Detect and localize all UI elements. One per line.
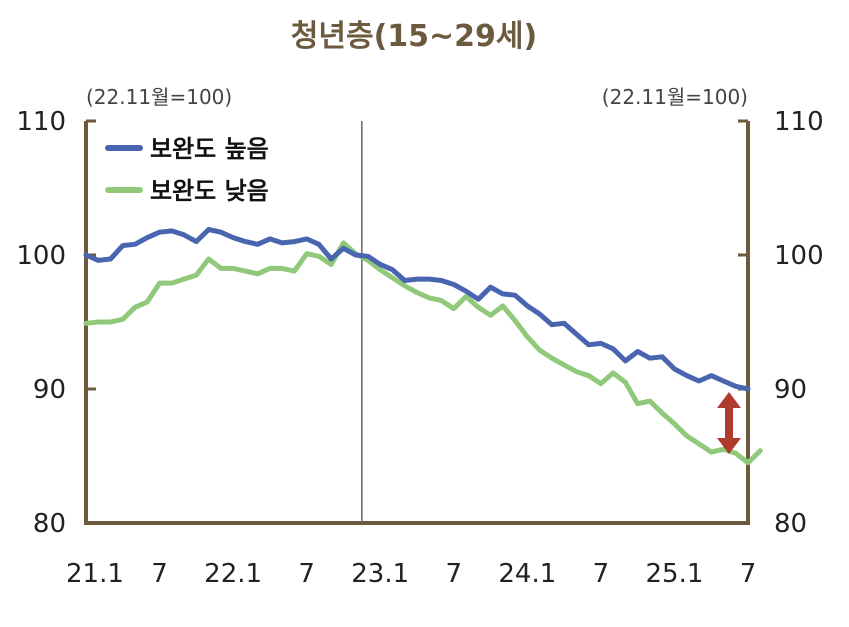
- series-line-1: [83, 240, 763, 466]
- y-tick-label-right: 90: [774, 375, 807, 405]
- x-tick-label: 7: [151, 559, 168, 589]
- right-unit-label: (22.11월=100): [602, 85, 748, 109]
- y-tick-label-left: 100: [16, 241, 66, 271]
- y-tick-label-right: 110: [774, 107, 824, 137]
- y-tick-label-left: 110: [16, 107, 66, 137]
- chart-title: 청년층(15~29세): [291, 19, 537, 54]
- x-tick-label: 25.1: [645, 559, 703, 589]
- x-tick-label: 7: [740, 559, 757, 589]
- arrow-shaft: [725, 406, 733, 440]
- series-layer: [83, 227, 763, 466]
- x-tick-label: 7: [593, 559, 610, 589]
- y-tick-label-left: 90: [33, 375, 66, 405]
- series-line-0: [83, 227, 751, 392]
- arrow-head-up: [717, 392, 741, 408]
- x-tick-label: 7: [446, 559, 463, 589]
- gap-arrow: [717, 392, 741, 454]
- x-tick-label: 22.1: [204, 559, 262, 589]
- x-tick-label: 21.1: [66, 559, 124, 589]
- y-tick-label-right: 80: [774, 509, 807, 539]
- arrow-head-down: [717, 438, 741, 454]
- x-tick-label: 23.1: [351, 559, 409, 589]
- legend-label: 보완도 낮음: [150, 177, 269, 205]
- left-unit-label: (22.11월=100): [86, 85, 232, 109]
- y-tick-label-right: 100: [774, 241, 824, 271]
- legend-label: 보완도 높음: [150, 135, 269, 163]
- x-tick-label: 24.1: [498, 559, 556, 589]
- x-tick-label: 7: [298, 559, 315, 589]
- y-tick-label-left: 80: [33, 509, 66, 539]
- tick-labels: 80 80 90 90 100 100 110 110 21.1 7 22.1 7 23.1 7 24.1 7…: [16, 107, 823, 589]
